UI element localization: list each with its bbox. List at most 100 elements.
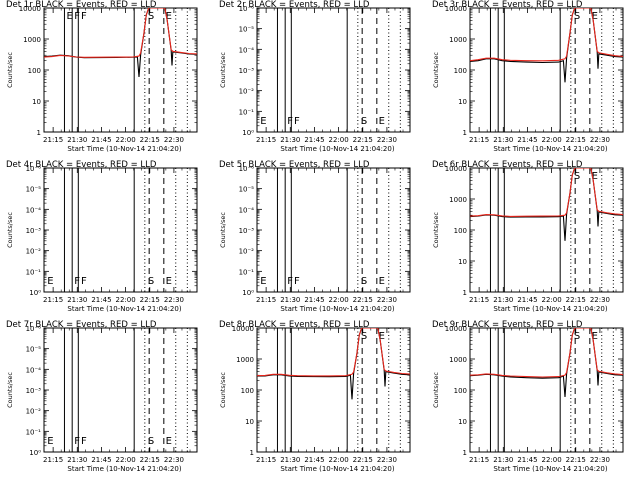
events-series-line [470, 328, 623, 397]
panel-title: Det 1r BLACK = Events, RED = LLD [6, 0, 157, 10]
plot-frame [256, 327, 411, 453]
time-marker-label: S [574, 331, 580, 342]
y-tick-label: 10000 [445, 325, 467, 333]
time-marker-label: F [294, 116, 300, 127]
x-tick-label: 21:15 [43, 456, 63, 464]
time-marker-label: F [81, 276, 87, 287]
y-tick-label: 1000 [23, 36, 41, 44]
time-marker-label: E [260, 116, 266, 127]
y-tick-label: 1 [463, 289, 467, 297]
time-marker-label: S [148, 11, 154, 22]
y-axis-label: Counts/sec [6, 212, 14, 248]
y-axis-label: Counts/sec [6, 52, 14, 88]
y-tick-label: 10⁻⁵ [239, 186, 255, 194]
time-marker-label: S [361, 276, 367, 287]
x-axis-label: Start Time (10-Nov-14 21:04:20) [280, 145, 394, 153]
events-series-line [257, 328, 410, 400]
y-tick-label: 10⁻² [239, 88, 255, 96]
time-marker-label: E [379, 116, 385, 127]
x-tick-label: 21:45 [91, 296, 111, 304]
time-marker-label: F [74, 276, 80, 287]
plot-frame [43, 7, 198, 133]
time-marker-label: F [287, 116, 293, 127]
panel-title: Det 5r BLACK = Events, RED = LLD [219, 160, 370, 170]
x-tick-label: 21:45 [91, 136, 111, 144]
x-tick-label: 22:15 [353, 296, 373, 304]
x-axis-label: Start Time (10-Nov-14 21:04:20) [280, 305, 394, 313]
x-tick-label: 22:00 [329, 136, 349, 144]
time-marker-label: S [361, 116, 367, 127]
time-marker-label: S [148, 276, 154, 287]
time-marker-label: S [361, 331, 367, 342]
y-tick-label: 10⁻³ [26, 227, 42, 235]
panel-title: Det 2r BLACK = Events, RED = LLD [219, 0, 370, 10]
y-tick-label: 10⁻⁵ [239, 26, 255, 34]
x-tick-label: 22:00 [329, 296, 349, 304]
detector-panel-3: Det 3r BLACK = Events, RED = LLD Counts/s… [432, 0, 624, 153]
x-tick-label: 22:00 [542, 136, 562, 144]
x-tick-label: 22:15 [566, 296, 586, 304]
panel-title: Det 6r BLACK = Events, RED = LLD [432, 160, 583, 170]
y-tick-label: 10⁻⁴ [239, 206, 255, 214]
y-axis-label: Counts/sec [6, 372, 14, 408]
x-tick-label: 22:15 [353, 136, 373, 144]
time-marker-label: E [379, 276, 385, 287]
x-tick-label: 21:15 [256, 296, 276, 304]
y-tick-label: 10 [245, 418, 254, 426]
events-series-line [470, 168, 623, 241]
panel-title: Det 3r BLACK = Events, RED = LLD [432, 0, 583, 10]
lld-series-line [470, 328, 623, 378]
x-tick-label: 21:15 [43, 136, 63, 144]
y-tick-label: 1000 [236, 356, 254, 364]
y-tick-label: 100 [454, 227, 467, 235]
y-tick-label: 10⁻⁶ [239, 5, 255, 13]
time-marker-label: E [166, 276, 172, 287]
x-tick-label: 22:15 [566, 456, 586, 464]
panel-title: Det 9r BLACK = Events, RED = LLD [432, 320, 583, 330]
y-tick-label: 100 [454, 387, 467, 395]
y-tick-label: 10⁻⁵ [26, 186, 42, 194]
x-tick-label: 21:30 [67, 136, 87, 144]
x-tick-label: 22:00 [116, 456, 136, 464]
x-tick-label: 21:30 [280, 136, 300, 144]
x-tick-label: 22:30 [377, 456, 397, 464]
x-tick-label: 22:15 [140, 296, 160, 304]
x-tick-label: 21:15 [469, 296, 489, 304]
time-marker-label: F [74, 11, 80, 22]
time-marker-label: E [592, 331, 598, 342]
x-tick-label: 22:15 [140, 456, 160, 464]
y-tick-label: 10⁻¹ [26, 428, 42, 436]
x-tick-label: 21:15 [469, 456, 489, 464]
panel-title: Det 7r BLACK = Events, RED = LLD [6, 320, 157, 330]
y-tick-label: 10⁻⁶ [26, 165, 42, 173]
x-tick-label: 22:30 [164, 456, 184, 464]
y-tick-label: 10000 [19, 5, 41, 13]
y-tick-label: 10 [32, 98, 41, 106]
y-tick-label: 10⁻³ [239, 227, 255, 235]
y-tick-label: 10⁻⁴ [26, 366, 42, 374]
detector-panel-8: Det 8r BLACK = Events, RED = LLD Counts/s… [219, 320, 411, 473]
x-tick-label: 22:15 [140, 136, 160, 144]
y-tick-label: 10⁻³ [239, 67, 255, 75]
x-tick-label: 21:30 [280, 456, 300, 464]
y-tick-label: 1 [463, 449, 467, 457]
x-tick-label: 21:30 [493, 456, 513, 464]
detector-panel-5: Det 5r BLACK = Events, RED = LLD Counts/s… [219, 160, 411, 313]
time-marker-label: S [574, 171, 580, 182]
time-marker-label: S [574, 11, 580, 22]
plot-frame [256, 167, 411, 293]
y-tick-label: 10000 [445, 165, 467, 173]
y-tick-label: 10⁰ [29, 449, 41, 457]
y-tick-label: 10 [458, 258, 467, 266]
x-tick-label: 21:45 [517, 456, 537, 464]
x-tick-label: 22:15 [353, 456, 373, 464]
x-tick-label: 21:15 [469, 136, 489, 144]
time-marker-label: F [74, 436, 80, 447]
detector-panel-1: Det 1r BLACK = Events, RED = LLD Counts/s… [6, 0, 198, 153]
lld-series-line [44, 8, 197, 58]
time-marker-label: E [166, 436, 172, 447]
y-tick-label: 10⁻⁴ [26, 206, 42, 214]
time-marker-label: E [260, 276, 266, 287]
x-tick-label: 21:30 [493, 136, 513, 144]
